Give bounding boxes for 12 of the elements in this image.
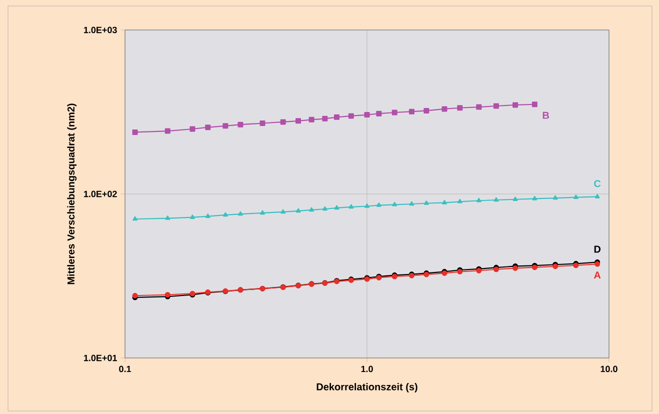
y-axis-title: Mittleres Verschiebungsquadrat (nm2) xyxy=(67,104,77,284)
series-label: C xyxy=(594,180,601,188)
y-tick-label: 1.0E+01 xyxy=(84,354,117,362)
series-label: A xyxy=(594,272,601,278)
y-tick-label: 1.0E+02 xyxy=(84,190,117,198)
series-label: B xyxy=(542,112,549,119)
x-axis-title: Dekorrelationszeit (s) xyxy=(316,383,418,392)
y-tick-label: 1.0E+03 xyxy=(84,26,117,34)
x-tick-label: 10.0 xyxy=(600,366,618,372)
x-tick-label: 0.1 xyxy=(119,366,132,372)
x-tick-label: 1.0 xyxy=(361,366,373,372)
series-label: D xyxy=(594,246,601,253)
